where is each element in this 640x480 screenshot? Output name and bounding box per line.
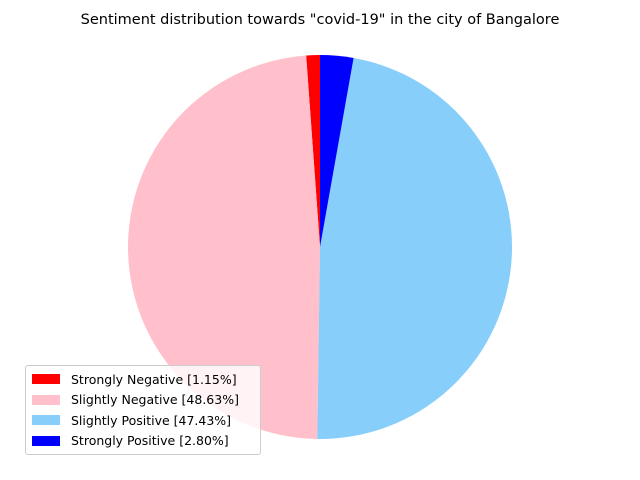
legend-label: Strongly Positive [2.80%] [71, 433, 229, 449]
slice-strongly-negative [306, 55, 320, 247]
slice-slightly-positive [317, 57, 512, 439]
legend-item-strongly-negative: Strongly Negative [1.15%] [26, 369, 260, 390]
legend: Strongly Negative [1.15%] Slightly Negat… [25, 365, 261, 455]
legend-swatch [32, 415, 60, 426]
legend-label: Strongly Negative [1.15%] [71, 371, 237, 387]
legend-label: Slightly Negative [48.63%] [71, 392, 239, 408]
chart-title: Sentiment distribution towards "covid-19… [80, 12, 560, 28]
legend-item-slightly-positive: Slightly Positive [47.43%] [26, 410, 260, 431]
legend-swatch [32, 374, 60, 385]
legend-item-slightly-negative: Slightly Negative [48.63%] [26, 390, 260, 411]
legend-swatch [32, 435, 60, 446]
legend-swatch [32, 394, 60, 405]
slice-slightly-negative [128, 55, 320, 439]
legend-label: Slightly Positive [47.43%] [71, 412, 232, 428]
slice-strongly-positive [320, 55, 354, 247]
legend-item-strongly-positive: Strongly Positive [2.80%] [26, 431, 260, 452]
